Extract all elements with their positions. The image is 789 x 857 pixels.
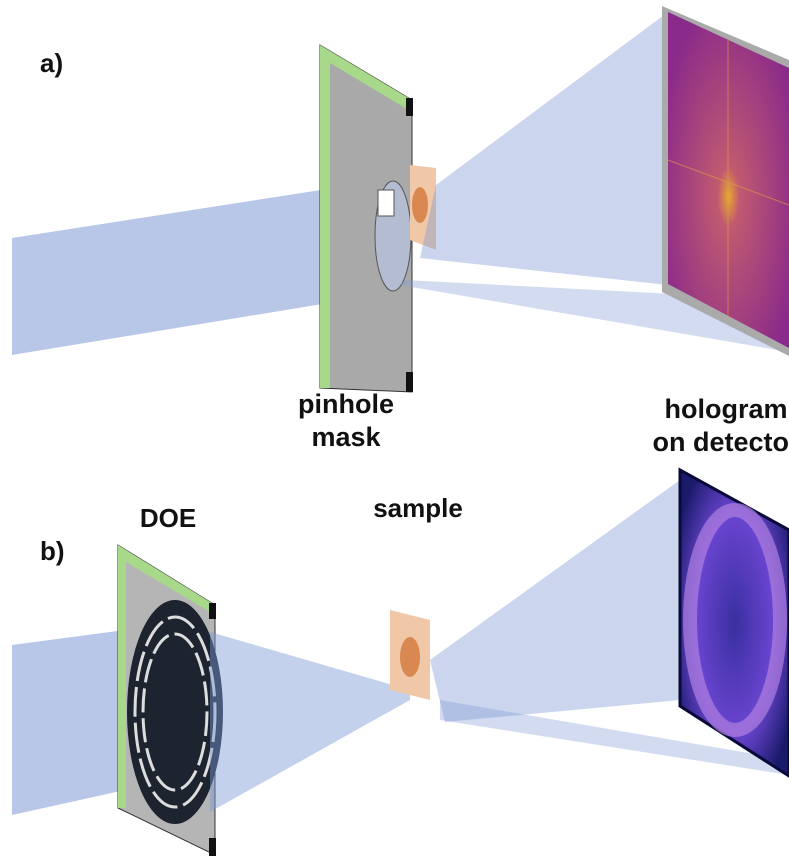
detector-label: hologram [664,394,787,424]
panel-label: a) [40,48,63,78]
sample-label: sample [373,493,463,523]
mask-edge [406,372,413,392]
mask-edge [406,98,413,116]
doe-edge [209,603,216,619]
doe-center [153,657,197,767]
panel-label: b) [40,536,65,566]
mask-label: pinhole [298,389,394,419]
doe-label: DOE [140,503,196,533]
diagram: a) pinhole mask hologram on detector DOE… [0,0,789,857]
panel-a: a) pinhole mask hologram on detector [12,6,789,457]
scattered-beam [420,12,668,285]
detector-label: on detector [652,427,789,457]
mask-label: mask [311,422,381,452]
incoming-beam [12,630,125,815]
reference-hole [378,190,394,216]
doe-edge [209,838,216,856]
focused-beam [210,632,410,812]
sample-b-center [400,637,420,677]
panel-b: DOE sample b) [12,470,789,856]
sample-a-center [412,187,428,223]
scattered-beam [430,480,680,722]
